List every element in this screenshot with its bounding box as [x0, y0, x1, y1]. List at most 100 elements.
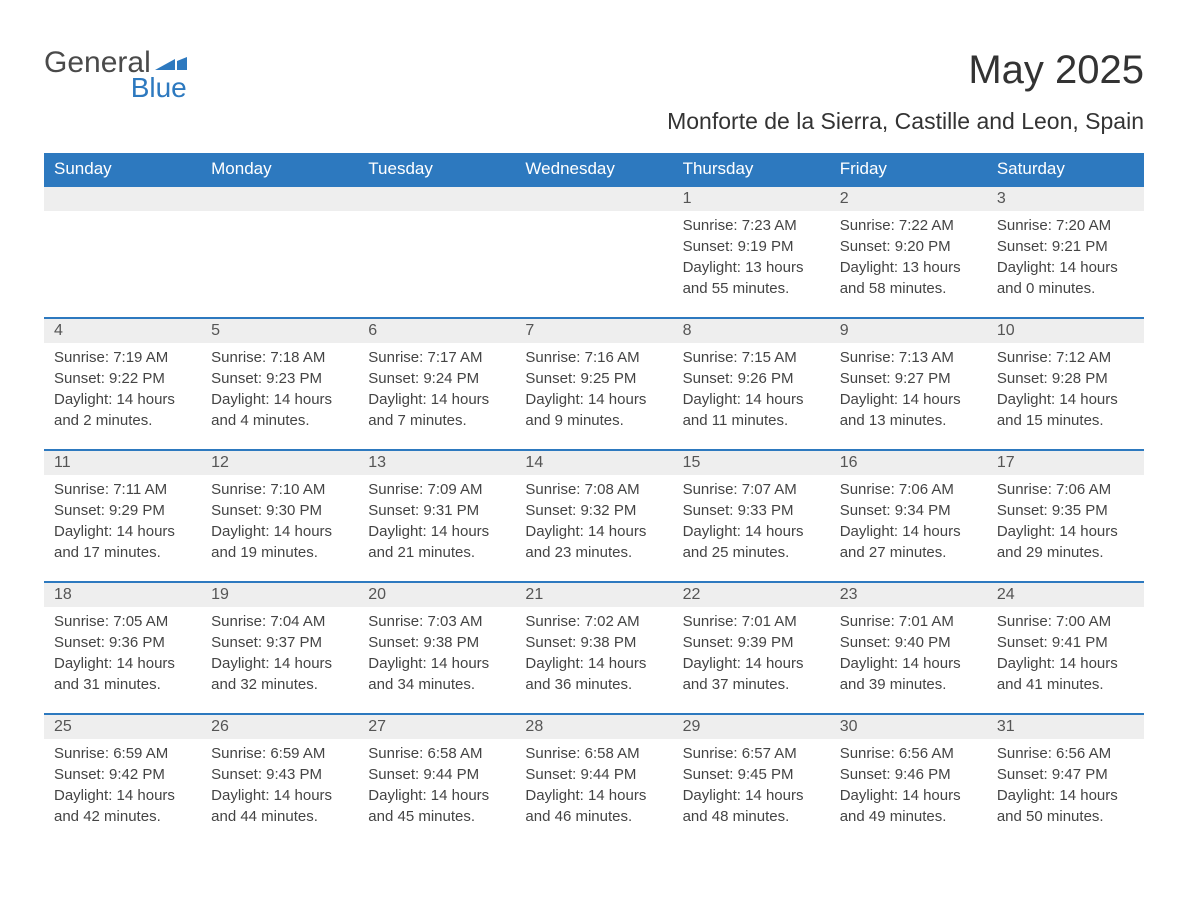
location-subtitle: Monforte de la Sierra, Castille and Leon… [44, 108, 1144, 135]
calendar-cell: 10Sunrise: 7:12 AMSunset: 9:28 PMDayligh… [987, 318, 1144, 450]
daylight-line-1: Daylight: 14 hours [683, 389, 820, 410]
sunset-line: Sunset: 9:47 PM [997, 764, 1134, 785]
weekday-header-row: SundayMondayTuesdayWednesdayThursdayFrid… [44, 153, 1144, 186]
day-number: 15 [673, 451, 830, 475]
calendar-cell: 9Sunrise: 7:13 AMSunset: 9:27 PMDaylight… [830, 318, 987, 450]
header: General Blue May 2025 [44, 48, 1144, 102]
daylight-line-1: Daylight: 14 hours [997, 521, 1134, 542]
day-details: Sunrise: 6:59 AMSunset: 9:42 PMDaylight:… [44, 739, 201, 837]
day-details: Sunrise: 7:15 AMSunset: 9:26 PMDaylight:… [673, 343, 830, 441]
calendar-cell: 25Sunrise: 6:59 AMSunset: 9:42 PMDayligh… [44, 714, 201, 846]
calendar-cell: 2Sunrise: 7:22 AMSunset: 9:20 PMDaylight… [830, 186, 987, 318]
day-number: 30 [830, 715, 987, 739]
day-number: 8 [673, 319, 830, 343]
sunset-line: Sunset: 9:24 PM [368, 368, 505, 389]
sunset-line: Sunset: 9:21 PM [997, 236, 1134, 257]
day-number [44, 187, 201, 211]
sunset-line: Sunset: 9:42 PM [54, 764, 191, 785]
daylight-line-2: and 39 minutes. [840, 674, 977, 695]
weekday-header: Monday [201, 153, 358, 186]
sunset-line: Sunset: 9:25 PM [525, 368, 662, 389]
daylight-line-2: and 34 minutes. [368, 674, 505, 695]
daylight-line-1: Daylight: 14 hours [54, 521, 191, 542]
sunrise-line: Sunrise: 6:56 AM [840, 743, 977, 764]
daylight-line-1: Daylight: 14 hours [683, 785, 820, 806]
daylight-line-2: and 41 minutes. [997, 674, 1134, 695]
day-details: Sunrise: 7:08 AMSunset: 9:32 PMDaylight:… [515, 475, 672, 573]
daylight-line-2: and 50 minutes. [997, 806, 1134, 827]
day-details: Sunrise: 7:02 AMSunset: 9:38 PMDaylight:… [515, 607, 672, 705]
day-number: 12 [201, 451, 358, 475]
day-number: 13 [358, 451, 515, 475]
calendar-cell: 4Sunrise: 7:19 AMSunset: 9:22 PMDaylight… [44, 318, 201, 450]
sunrise-line: Sunrise: 7:22 AM [840, 215, 977, 236]
daylight-line-1: Daylight: 14 hours [525, 521, 662, 542]
day-number: 23 [830, 583, 987, 607]
calendar-cell: 28Sunrise: 6:58 AMSunset: 9:44 PMDayligh… [515, 714, 672, 846]
weekday-header: Wednesday [515, 153, 672, 186]
sunrise-line: Sunrise: 7:00 AM [997, 611, 1134, 632]
day-details: Sunrise: 7:06 AMSunset: 9:35 PMDaylight:… [987, 475, 1144, 573]
daylight-line-1: Daylight: 14 hours [840, 521, 977, 542]
calendar-cell: 24Sunrise: 7:00 AMSunset: 9:41 PMDayligh… [987, 582, 1144, 714]
daylight-line-1: Daylight: 14 hours [683, 521, 820, 542]
day-details [515, 211, 672, 291]
sunset-line: Sunset: 9:41 PM [997, 632, 1134, 653]
daylight-line-2: and 37 minutes. [683, 674, 820, 695]
daylight-line-2: and 45 minutes. [368, 806, 505, 827]
calendar-cell: 21Sunrise: 7:02 AMSunset: 9:38 PMDayligh… [515, 582, 672, 714]
daylight-line-2: and 55 minutes. [683, 278, 820, 299]
daylight-line-2: and 58 minutes. [840, 278, 977, 299]
daylight-line-1: Daylight: 14 hours [54, 653, 191, 674]
day-number: 22 [673, 583, 830, 607]
daylight-line-2: and 15 minutes. [997, 410, 1134, 431]
calendar-cell: 17Sunrise: 7:06 AMSunset: 9:35 PMDayligh… [987, 450, 1144, 582]
day-details: Sunrise: 7:01 AMSunset: 9:40 PMDaylight:… [830, 607, 987, 705]
sunrise-line: Sunrise: 7:05 AM [54, 611, 191, 632]
day-number: 9 [830, 319, 987, 343]
daylight-line-1: Daylight: 14 hours [525, 389, 662, 410]
sunset-line: Sunset: 9:40 PM [840, 632, 977, 653]
sunrise-line: Sunrise: 7:23 AM [683, 215, 820, 236]
daylight-line-1: Daylight: 14 hours [368, 785, 505, 806]
sunset-line: Sunset: 9:33 PM [683, 500, 820, 521]
sunrise-line: Sunrise: 7:03 AM [368, 611, 505, 632]
day-details: Sunrise: 7:06 AMSunset: 9:34 PMDaylight:… [830, 475, 987, 573]
sunset-line: Sunset: 9:37 PM [211, 632, 348, 653]
sunset-line: Sunset: 9:20 PM [840, 236, 977, 257]
day-details: Sunrise: 7:23 AMSunset: 9:19 PMDaylight:… [673, 211, 830, 309]
calendar-cell: 11Sunrise: 7:11 AMSunset: 9:29 PMDayligh… [44, 450, 201, 582]
daylight-line-1: Daylight: 14 hours [525, 785, 662, 806]
sunset-line: Sunset: 9:19 PM [683, 236, 820, 257]
sunrise-line: Sunrise: 6:58 AM [368, 743, 505, 764]
daylight-line-1: Daylight: 14 hours [368, 653, 505, 674]
calendar-cell: 31Sunrise: 6:56 AMSunset: 9:47 PMDayligh… [987, 714, 1144, 846]
sunrise-line: Sunrise: 7:06 AM [840, 479, 977, 500]
day-details: Sunrise: 6:58 AMSunset: 9:44 PMDaylight:… [515, 739, 672, 837]
day-details: Sunrise: 7:01 AMSunset: 9:39 PMDaylight:… [673, 607, 830, 705]
day-details: Sunrise: 7:12 AMSunset: 9:28 PMDaylight:… [987, 343, 1144, 441]
daylight-line-1: Daylight: 14 hours [840, 785, 977, 806]
day-number: 29 [673, 715, 830, 739]
daylight-line-2: and 49 minutes. [840, 806, 977, 827]
calendar-cell [44, 186, 201, 318]
weekday-header: Tuesday [358, 153, 515, 186]
calendar-cell: 13Sunrise: 7:09 AMSunset: 9:31 PMDayligh… [358, 450, 515, 582]
sunrise-line: Sunrise: 6:57 AM [683, 743, 820, 764]
daylight-line-1: Daylight: 14 hours [211, 389, 348, 410]
calendar-cell: 23Sunrise: 7:01 AMSunset: 9:40 PMDayligh… [830, 582, 987, 714]
day-details: Sunrise: 7:04 AMSunset: 9:37 PMDaylight:… [201, 607, 358, 705]
sunrise-line: Sunrise: 7:09 AM [368, 479, 505, 500]
day-number: 10 [987, 319, 1144, 343]
daylight-line-2: and 9 minutes. [525, 410, 662, 431]
day-details: Sunrise: 7:00 AMSunset: 9:41 PMDaylight:… [987, 607, 1144, 705]
logo-text-b: Blue [122, 74, 187, 102]
calendar-week: 1Sunrise: 7:23 AMSunset: 9:19 PMDaylight… [44, 186, 1144, 318]
day-details: Sunrise: 7:10 AMSunset: 9:30 PMDaylight:… [201, 475, 358, 573]
sunrise-line: Sunrise: 7:02 AM [525, 611, 662, 632]
day-number [358, 187, 515, 211]
daylight-line-1: Daylight: 14 hours [997, 653, 1134, 674]
daylight-line-1: Daylight: 14 hours [840, 389, 977, 410]
sunset-line: Sunset: 9:39 PM [683, 632, 820, 653]
sunrise-line: Sunrise: 7:07 AM [683, 479, 820, 500]
